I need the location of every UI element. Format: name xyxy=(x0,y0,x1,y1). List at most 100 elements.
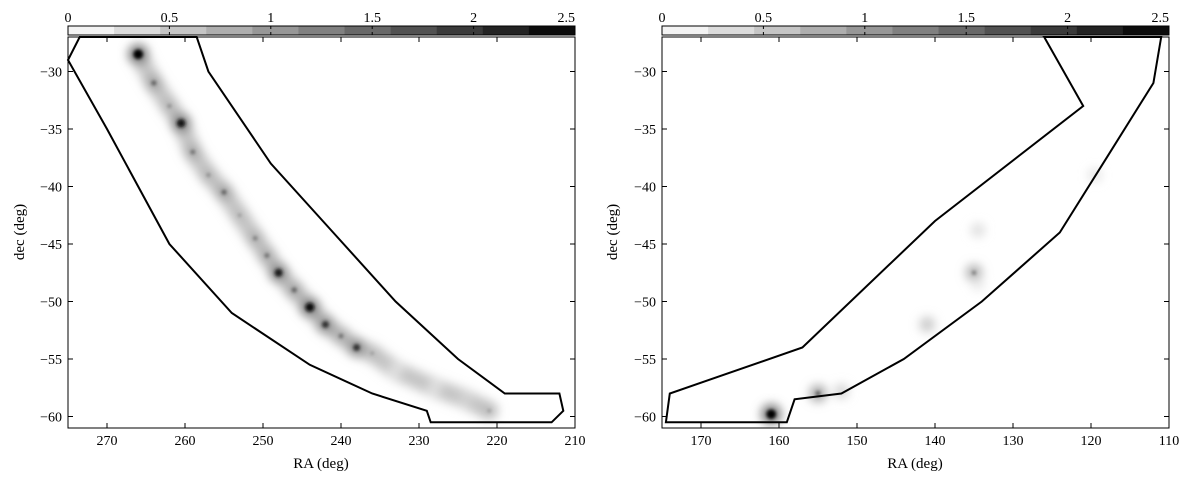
left-y-axis-label: dec (deg) xyxy=(12,204,28,260)
left-plot-frame xyxy=(67,36,576,429)
y-tick-label: −50 xyxy=(634,296,656,311)
emission-core xyxy=(766,409,776,419)
emission-core xyxy=(151,80,157,86)
emission-cores xyxy=(766,270,976,419)
y-tick-label: −55 xyxy=(40,353,62,368)
left-colorbar: 0 0.5 1 1.5 2 2.5 xyxy=(65,11,576,36)
colorbar-segment xyxy=(344,26,392,35)
x-tick-label: 110 xyxy=(1159,434,1179,449)
emission-diffuse xyxy=(128,44,499,420)
colorbar-frame xyxy=(67,25,576,36)
left-emission-map xyxy=(128,44,499,420)
emission-cores xyxy=(133,49,491,413)
colorbar-segment xyxy=(114,26,161,35)
colorbar-frame xyxy=(661,25,1170,36)
x-tick-label: 250 xyxy=(253,434,274,449)
emission-blob xyxy=(427,380,442,395)
colorbar-tick-label: 1 xyxy=(861,11,868,26)
colorbar-segment xyxy=(892,26,940,35)
right-emission-map xyxy=(761,168,1102,425)
emission-blob xyxy=(458,391,474,407)
left-survey-boundary xyxy=(66,36,565,424)
x-tick-label: 230 xyxy=(409,434,430,449)
emission-core xyxy=(206,173,211,177)
emission-blob xyxy=(919,316,935,333)
emission-core xyxy=(815,391,821,396)
colorbar-tick-label: 1.5 xyxy=(957,11,975,26)
x-tick-label: 120 xyxy=(1081,434,1102,449)
y-tick-label: −30 xyxy=(40,66,62,81)
y-tick-label: −40 xyxy=(634,181,656,196)
x-tick-label: 240 xyxy=(331,434,352,449)
colorbar-segment xyxy=(482,26,530,35)
colorbar-segment xyxy=(938,26,986,35)
emission-core xyxy=(133,49,143,59)
y-tick-label: −45 xyxy=(634,238,656,253)
right-x-axis-label: RA (deg) xyxy=(887,456,942,472)
colorbar-segment xyxy=(206,26,253,35)
x-tick-label: 150 xyxy=(847,434,868,449)
emission-core xyxy=(264,253,270,258)
y-tick-label: −30 xyxy=(634,66,656,81)
right-axes: 170 160 150 140 130 120 110 −30 −35 −40 −45 −50 −55 −… xyxy=(634,37,1179,449)
colorbar-segment xyxy=(436,26,484,35)
colorbar-tick-label: 2 xyxy=(1064,11,1071,26)
y-tick-label: −55 xyxy=(634,353,656,368)
colorbar-tick-label: 0.5 xyxy=(755,11,773,26)
colorbar-segment xyxy=(1030,26,1078,35)
emission-core xyxy=(972,270,976,275)
colorbar-tick-label: 2.5 xyxy=(558,11,576,26)
x-tick-label: 220 xyxy=(487,434,508,449)
colorbar-tick-label: 2 xyxy=(470,11,477,26)
colorbar-segment xyxy=(846,26,893,35)
emission-core xyxy=(221,189,227,195)
y-tick-label: −35 xyxy=(40,123,62,138)
emission-core xyxy=(274,268,283,277)
right-plot-frame xyxy=(661,36,1170,429)
y-tick-label: −60 xyxy=(40,411,62,426)
x-tick-label: 160 xyxy=(769,434,790,449)
colorbar-tick-label: 1 xyxy=(267,11,274,26)
x-tick-label: 210 xyxy=(565,434,586,449)
left-x-axis-label: RA (deg) xyxy=(293,456,348,472)
emission-core xyxy=(487,409,491,413)
left-panel: 0 0.5 1 1.5 2 2.5 270 260 250 240 230 220 210 −30 −35… xyxy=(12,11,586,472)
emission-blob xyxy=(970,223,985,238)
emission-core xyxy=(190,149,196,155)
colorbar-segment xyxy=(800,26,847,35)
emission-core xyxy=(321,321,329,328)
colorbar-segment xyxy=(68,26,115,35)
colorbar-segment xyxy=(754,26,801,35)
right-y-axis-label: dec (deg) xyxy=(605,204,621,260)
colorbar-tick-label: 0.5 xyxy=(161,11,179,26)
y-tick-label: −40 xyxy=(40,181,62,196)
right-colorbar: 0 0.5 1 1.5 2 2.5 xyxy=(659,11,1170,36)
emission-core xyxy=(253,236,258,241)
emission-core xyxy=(291,287,297,293)
right-panel: 0 0.5 1 1.5 2 2.5 170 160 150 140 130 120 110 −30 −35… xyxy=(605,11,1179,472)
emission-core xyxy=(370,351,374,355)
emission-core xyxy=(176,119,186,128)
emission-core xyxy=(305,302,315,312)
x-tick-label: 270 xyxy=(97,434,118,449)
emission-blob xyxy=(388,363,403,378)
emission-filament xyxy=(129,45,499,420)
colorbar-segment xyxy=(1122,26,1170,35)
colorbar-tick-label: 2.5 xyxy=(1152,11,1170,26)
emission-core xyxy=(238,213,242,217)
colorbar-segment xyxy=(390,26,438,35)
colorbar-tick-label: 1.5 xyxy=(363,11,381,26)
emission-core xyxy=(353,344,361,351)
y-tick-label: −50 xyxy=(40,296,62,311)
x-tick-label: 170 xyxy=(691,434,712,449)
colorbar-tick-label: 0 xyxy=(659,11,666,26)
colorbar-segment xyxy=(160,26,207,35)
colorbar-tick-label: 0 xyxy=(65,11,72,26)
x-tick-label: 260 xyxy=(175,434,196,449)
emission-diffuse xyxy=(761,168,1102,425)
colorbar-segment xyxy=(984,26,1032,35)
x-tick-label: 130 xyxy=(1003,434,1024,449)
colorbar-segment xyxy=(298,26,346,35)
y-tick-label: −35 xyxy=(634,123,656,138)
